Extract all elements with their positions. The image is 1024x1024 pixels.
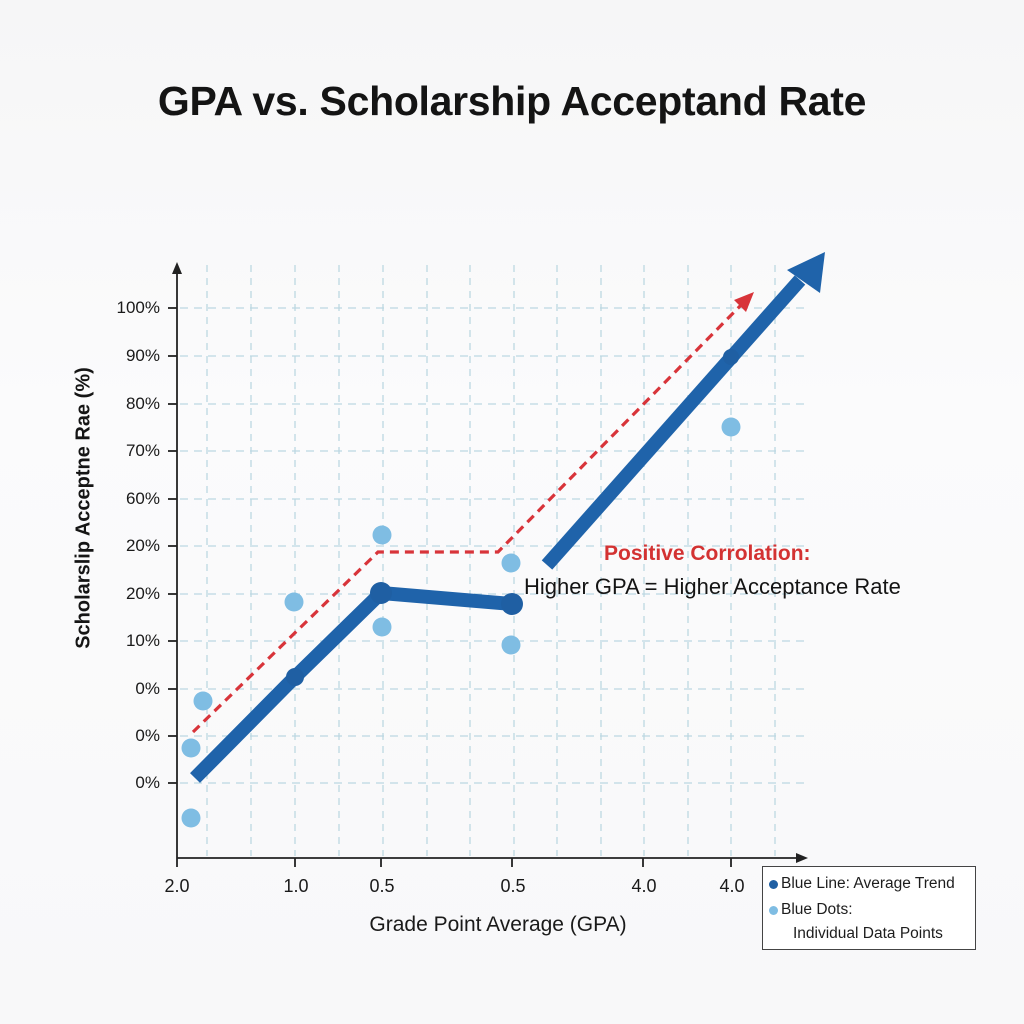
y-axis-label: Scholarslip Acceptne Rae (%) [72, 367, 95, 649]
y-tick-label: 20% [125, 584, 160, 603]
x-axis [176, 857, 798, 867]
y-tick-label: 70% [125, 441, 160, 460]
y-tick-label: 90% [125, 346, 160, 365]
data-dots [181, 417, 741, 828]
x-tick-label: 4.0 [719, 876, 745, 896]
legend-dots-label: Blue Dots: [781, 901, 853, 918]
x-tick-label: 1.0 [283, 876, 309, 896]
y-axis [168, 272, 178, 858]
x-axis-arrow-icon [796, 853, 808, 863]
red-arrowhead-icon [734, 292, 754, 312]
y-tick-label: 60% [125, 489, 160, 508]
y-tick-label: 0% [135, 773, 160, 792]
trend-marker [723, 349, 739, 365]
chart-title: GPA vs. Scholarship Acceptand Rate [157, 78, 867, 124]
annotation-heading: Positive Corrolation: [604, 542, 811, 565]
x-tick-label: 0.5 [500, 876, 526, 896]
trend-marker [501, 593, 523, 615]
x-tick-label: 4.0 [631, 876, 657, 896]
y-tick-label: 80% [125, 394, 160, 413]
y-tick-label: 10% [125, 631, 160, 650]
blue-trend-arrow-line [541, 275, 806, 570]
blue-arrowhead-icon [787, 252, 825, 293]
trend-marker [286, 668, 304, 686]
legend-dots-label-2: Individual Data Points [793, 925, 943, 942]
blue-trend-line [190, 586, 513, 783]
x-tick-label: 2.0 [164, 876, 190, 896]
y-axis-arrow-icon [172, 262, 182, 274]
legend-line-label: Blue Line: Average Trend [781, 875, 955, 892]
trend-marker [370, 582, 392, 604]
dark-blue-dot-icon [769, 879, 778, 889]
x-axis-label: Grade Point Average (GPA) [369, 913, 627, 936]
y-tick-label: 0% [135, 679, 160, 698]
y-tick-label: 0% [135, 726, 160, 745]
legend: Blue Line: Average Trend Blue Dots: Indi… [762, 866, 976, 950]
x-tick-label: 0.5 [369, 876, 395, 896]
legend-item-line: Blue Line: Average Trend [769, 875, 955, 893]
red-dashed-trend [191, 299, 747, 734]
y-tick-label: 100% [116, 298, 160, 317]
annotation-text: Higher GPA = Higher Acceptance Rate [524, 574, 901, 599]
light-blue-dot-icon [769, 905, 778, 915]
legend-item-dots: Blue Dots: [769, 901, 853, 919]
y-tick-label: 20% [125, 536, 160, 555]
